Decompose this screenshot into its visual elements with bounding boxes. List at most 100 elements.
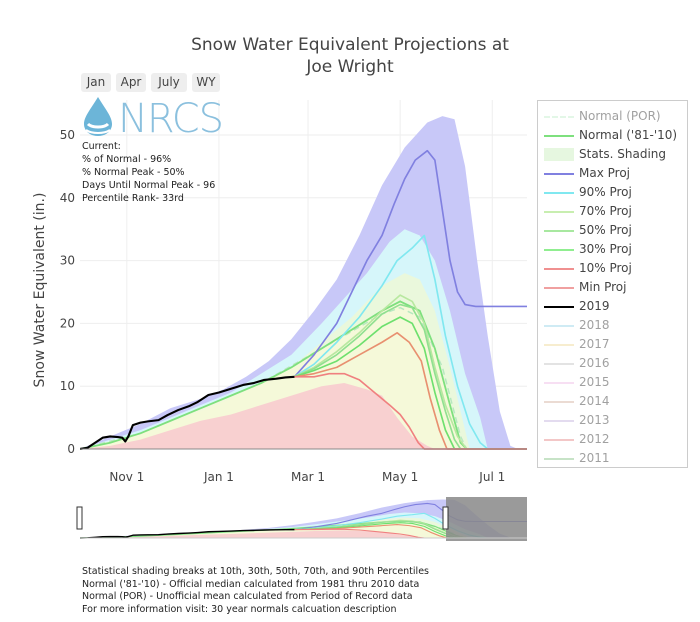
chart-title: Snow Water Equivalent Projections at Joe… [150, 34, 550, 78]
legend-label: 2018 [579, 318, 610, 332]
legend-label: 2017 [579, 337, 610, 351]
y-axis-label: Snow Water Equivalent (in.) [32, 193, 48, 388]
series-2019[interactable] [80, 528, 295, 539]
legend-swatch [544, 363, 574, 365]
legend-swatch [544, 116, 574, 118]
legend-label: 10% Proj [579, 261, 632, 275]
legend-item[interactable]: 2014 [538, 392, 686, 411]
legend-label: Normal (POR) [579, 109, 661, 123]
legend-label: Normal ('81-'10) [579, 128, 678, 142]
y-tick-label: 20 [60, 316, 75, 330]
legend-swatch [544, 173, 574, 175]
normal-81-10-line [80, 300, 468, 450]
percent-of-normal: % of Normal - 96% [82, 154, 172, 165]
y-tick-label: 40 [60, 191, 75, 205]
legend-swatch [544, 439, 574, 441]
legend-item[interactable]: 2012 [538, 430, 686, 449]
series-min-proj[interactable] [294, 528, 527, 539]
legend: Normal (POR) Normal ('81-'10) Stats. Shadi… [537, 100, 688, 468]
legend-item[interactable]: 2017 [538, 335, 686, 354]
current-stats-heading: Current: [82, 141, 121, 152]
legend-swatch [544, 401, 574, 403]
series-max-proj[interactable] [293, 149, 527, 378]
legend-item[interactable]: 2019 [538, 297, 686, 316]
legend-swatch [544, 192, 574, 194]
legend-item[interactable]: 90% Proj [538, 183, 686, 202]
legend-item[interactable]: 10% Proj [538, 259, 686, 278]
navigator[interactable] [80, 499, 527, 539]
legend-label: Stats. Shading [579, 147, 667, 161]
range-button-jan[interactable]: Jan [81, 73, 111, 92]
legend-item[interactable]: Normal (POR) [538, 107, 686, 126]
legend-item[interactable]: 2018 [538, 316, 686, 335]
legend-item[interactable]: Max Proj [538, 164, 686, 183]
legend-swatch [544, 135, 574, 137]
x-tick-label: Mar 1 [291, 470, 325, 484]
legend-item[interactable]: 2011 [538, 449, 686, 468]
legend-swatch [544, 306, 574, 308]
y-tick-label: 50 [60, 128, 75, 142]
series-10-proj[interactable] [294, 523, 527, 539]
navigator-right-handle[interactable] [442, 506, 449, 530]
series-30-proj[interactable] [294, 316, 527, 450]
chart-title-line2: Joe Wright [306, 57, 394, 77]
legend-label: 2013 [579, 413, 610, 427]
legend-swatch [544, 249, 574, 251]
footnote-normal-por: Normal (POR) - Unofficial mean calculate… [82, 591, 413, 602]
min-band [80, 530, 527, 538]
series-70-proj[interactable] [294, 294, 527, 450]
legend-swatch [544, 287, 574, 289]
y-tick-label: 0 [67, 442, 75, 456]
legend-item[interactable]: 2016 [538, 354, 686, 373]
series-2019[interactable] [80, 375, 295, 451]
series-10-proj[interactable] [294, 331, 527, 450]
legend-swatch [544, 211, 574, 213]
range-button-july[interactable]: July [151, 73, 187, 92]
legend-label: 70% Proj [579, 204, 632, 218]
legend-item[interactable]: 70% Proj [538, 202, 686, 221]
legend-item[interactable]: 30% Proj [538, 240, 686, 259]
legend-label: 2014 [579, 394, 610, 408]
legend-item[interactable]: Stats. Shading [538, 145, 686, 164]
navigator-mask[interactable] [446, 497, 527, 541]
legend-item[interactable]: Min Proj [538, 278, 686, 297]
footnote-shading: Statistical shading breaks at 10th, 30th… [82, 566, 429, 577]
legend-item[interactable]: Normal ('81-'10) [538, 126, 686, 145]
legend-label: 2011 [579, 451, 610, 465]
legend-label: 2012 [579, 432, 610, 446]
legend-swatch [544, 458, 574, 460]
navigator-left-handle[interactable] [76, 506, 83, 530]
x-tick-label: Nov 1 [109, 470, 144, 484]
plot-area[interactable] [80, 116, 527, 451]
footnote-normal-official: Normal ('81-'10) - Official median calcu… [82, 578, 420, 590]
series-min-proj[interactable] [294, 372, 527, 450]
days-until-peak: Days Until Normal Peak - 96 [82, 180, 216, 191]
y-tick-label: 30 [60, 254, 75, 268]
series-90-proj[interactable] [293, 234, 527, 450]
legend-label: Min Proj [579, 280, 627, 294]
legend-label: 90% Proj [579, 185, 632, 199]
legend-label: 2019 [579, 299, 610, 313]
x-axis: Nov 1 Jan 1 Mar 1 May 1 Jul 1 [80, 448, 527, 484]
legend-item[interactable]: 50% Proj [538, 221, 686, 240]
legend-swatch [544, 420, 574, 422]
nrcs-logo: NRCS [118, 96, 224, 142]
legend-swatch [544, 325, 574, 327]
range-button-apr[interactable]: Apr [116, 73, 146, 92]
legend-label: 30% Proj [579, 242, 632, 256]
footnote-more-info: For more information visit: 30 year norm… [82, 603, 397, 615]
series-50-proj[interactable] [294, 303, 527, 450]
legend-item[interactable]: 2015 [538, 373, 686, 392]
x-tick-label: Jul 1 [478, 470, 505, 484]
x-tick-label: May 1 [382, 470, 418, 484]
percentile-rank: Percentile Rank- 33rd [82, 193, 184, 204]
legend-swatch [544, 268, 574, 270]
chart-title-line1: Snow Water Equivalent Projections at [191, 35, 509, 55]
legend-item[interactable]: 2013 [538, 411, 686, 430]
range-button-wy[interactable]: WY [192, 73, 220, 92]
y-tick-label: 10 [60, 379, 75, 393]
legend-label: Max Proj [579, 166, 630, 180]
percent-normal-peak: % Normal Peak - 50% [82, 167, 185, 178]
legend-label: 2016 [579, 356, 610, 370]
